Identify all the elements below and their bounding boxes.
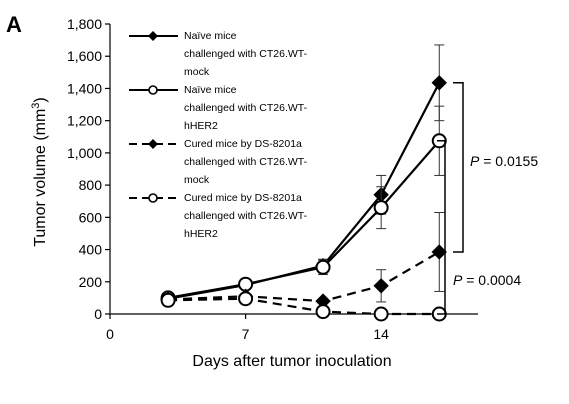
y-axis-title: Tumor volume (mm3) bbox=[30, 97, 49, 247]
y-axis-title-close: ) bbox=[32, 97, 49, 102]
data-point bbox=[431, 75, 447, 91]
y-tick-label: 1,600 bbox=[67, 48, 102, 64]
legend-marker bbox=[148, 31, 158, 41]
y-tick-label: 0 bbox=[94, 306, 102, 322]
series-line bbox=[167, 82, 441, 300]
legend-label: challenged with CT26.WT- bbox=[184, 102, 308, 114]
legend-item-2: Naïve mice challenged with CT26.WT-hHER2 bbox=[129, 84, 308, 132]
legend-marker bbox=[148, 85, 158, 95]
y-tick-label: 200 bbox=[79, 274, 103, 290]
bracket-line bbox=[437, 140, 446, 315]
legend-item-1: Naïve mice challenged with CT26.WT-mock bbox=[129, 30, 308, 78]
legend-label: challenged with CT26.WT- bbox=[184, 48, 308, 60]
bracket-line bbox=[453, 82, 464, 253]
y-tick-label: 1,400 bbox=[67, 80, 102, 96]
legend-label: Naïve mice bbox=[184, 84, 237, 96]
y-tick-label: 1,000 bbox=[67, 145, 102, 161]
y-tick-label: 600 bbox=[79, 209, 103, 225]
legend-label: Cured mice by DS-8201a bbox=[184, 138, 302, 150]
significance-annotations: P = 0.0155 P = 0.0004 bbox=[437, 82, 538, 315]
series-line bbox=[168, 251, 440, 303]
legend-item-4: Cured mice by DS-8201a challenged with CT… bbox=[129, 192, 308, 240]
legend-label: mock bbox=[184, 174, 210, 186]
axes: 0 200 400 600 800 1,000 1,200 1,400 1,600 1,800 0 7… bbox=[67, 16, 478, 342]
data-point bbox=[315, 259, 331, 275]
y-axis-title-main: Tumor volume (mm bbox=[32, 109, 49, 247]
data-point bbox=[315, 304, 331, 320]
x-tick-label: 0 bbox=[106, 326, 114, 342]
legend-label: Cured mice by DS-8201a bbox=[184, 192, 302, 204]
legend-marker bbox=[148, 193, 158, 203]
data-point bbox=[373, 306, 389, 322]
legend-label: challenged with CT26.WT- bbox=[184, 156, 308, 168]
x-tick-label: 14 bbox=[373, 326, 389, 342]
data-point bbox=[238, 291, 254, 307]
y-axis-title-sup: 3 bbox=[30, 103, 42, 109]
significance-bracket-2: P = 0.0004 bbox=[437, 140, 521, 315]
legend-item-3: Cured mice by DS-8201a challenged with CT… bbox=[129, 138, 308, 186]
plot-area bbox=[160, 44, 447, 322]
y-tick-label: 1,800 bbox=[67, 16, 102, 32]
y-tick-label: 400 bbox=[79, 242, 103, 258]
legend-label: challenged with CT26.WT- bbox=[184, 210, 308, 222]
y-tick-label: 1,200 bbox=[67, 113, 102, 129]
series-2 bbox=[160, 105, 447, 306]
legend-label: mock bbox=[184, 66, 210, 78]
p-value-label: P = 0.0004 bbox=[453, 272, 521, 288]
p-value-label: P = 0.0155 bbox=[470, 153, 538, 169]
series-3 bbox=[160, 212, 447, 309]
legend-label: hHER2 bbox=[184, 120, 218, 132]
data-point bbox=[160, 292, 176, 308]
data-point bbox=[373, 200, 389, 216]
x-tick-label: 7 bbox=[242, 326, 250, 342]
legend-label: hHER2 bbox=[184, 228, 218, 240]
series-4 bbox=[160, 291, 447, 322]
panel-label: A bbox=[6, 12, 22, 37]
data-point bbox=[373, 278, 389, 294]
y-tick-label: 800 bbox=[79, 177, 103, 193]
legend-marker bbox=[148, 139, 158, 149]
legend-label: Naïve mice bbox=[184, 30, 237, 42]
data-point bbox=[431, 244, 447, 260]
significance-bracket-1: P = 0.0155 bbox=[453, 82, 538, 253]
x-axis-title: Days after tumor inoculation bbox=[192, 353, 391, 370]
